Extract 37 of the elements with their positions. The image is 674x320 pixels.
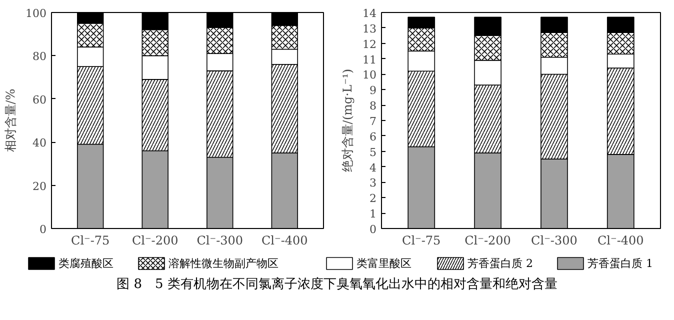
x-tick-label: Cl⁻-400 — [261, 234, 308, 248]
x-tick-label: Cl⁻-300 — [531, 234, 578, 248]
y-tick-label: 0 — [370, 223, 376, 236]
x-tick-label: Cl⁻-200 — [464, 234, 511, 248]
x-tick-label: Cl⁻-200 — [132, 234, 178, 248]
y-tick-label: 8 — [370, 100, 376, 113]
legend-label: 类富里酸区 — [356, 257, 412, 270]
y-tick-label: 9 — [370, 84, 376, 98]
legend-label: 溶解性微生物副产物区 — [168, 257, 278, 270]
y-axis-title: 相对含量/% — [4, 88, 18, 152]
y-tick-label: 5 — [370, 146, 376, 159]
x-tick-label: Cl⁻-75 — [71, 234, 110, 248]
x-tick-label: Cl⁻-300 — [196, 234, 244, 248]
y-tick-label: 13 — [362, 22, 377, 36]
y-tick-label: 10 — [362, 68, 377, 82]
y-tick-label: 0 — [40, 223, 46, 236]
y-tick-label: 7 — [370, 115, 376, 128]
y-tick-label: 2 — [370, 192, 376, 206]
y-tick-label: 14 — [362, 7, 377, 20]
y-tick-label: 80 — [32, 50, 47, 64]
y-tick-label: 4 — [370, 161, 376, 174]
legend-label: 芳香蛋白质 2 — [468, 257, 533, 270]
y-tick-label: 11 — [362, 53, 377, 66]
y-tick-label: 100 — [26, 7, 47, 20]
y-tick-label: 3 — [370, 176, 376, 190]
y-tick-label: 6 — [370, 130, 376, 144]
y-tick-label: 1 — [370, 208, 376, 221]
y-tick-label: 12 — [362, 38, 377, 51]
legend-label: 类腐殖酸区 — [58, 257, 114, 270]
y-tick-label: 40 — [32, 136, 47, 150]
y-tick-label: 60 — [32, 93, 47, 106]
caption: 图 8 5 类有机物在不同氯离子浓度下臭氧氧化出水中的相对含量和绝对含量 — [116, 276, 558, 294]
x-tick-label: Cl⁻-400 — [597, 234, 644, 248]
y-tick-label: 20 — [32, 180, 47, 193]
legend-label: 芳香蛋白质 1 — [588, 257, 653, 270]
y-axis-title: 绝对含量/(mg·L⁻¹) — [340, 68, 355, 172]
x-tick-label: Cl⁻-75 — [402, 234, 441, 248]
